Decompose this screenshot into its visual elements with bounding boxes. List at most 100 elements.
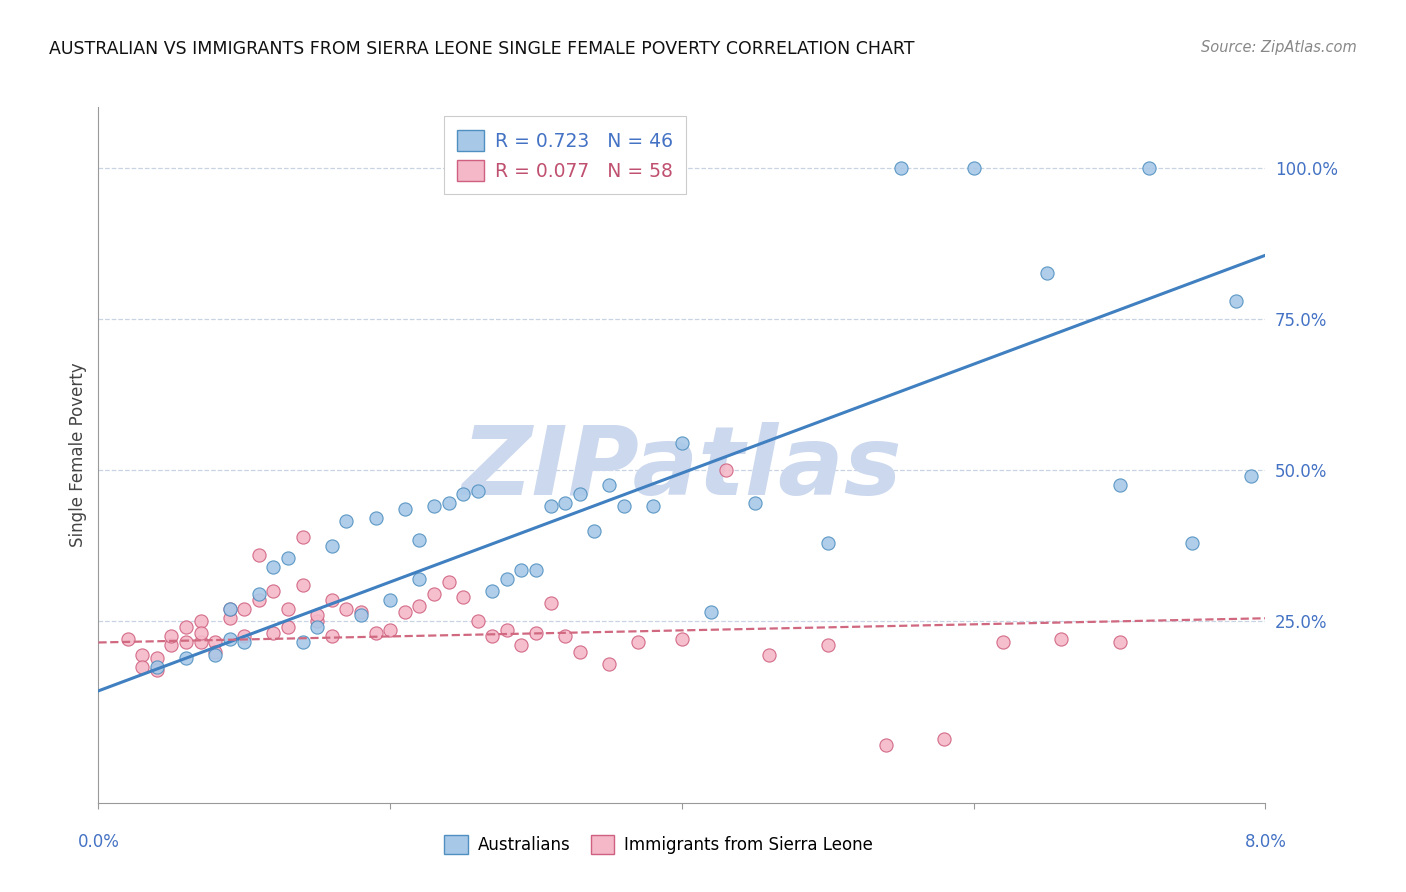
Point bbox=[394, 605, 416, 619]
Point bbox=[467, 484, 489, 499]
Point bbox=[350, 608, 373, 623]
Point bbox=[277, 550, 299, 565]
Point bbox=[117, 632, 139, 647]
Point bbox=[146, 650, 169, 665]
Point bbox=[160, 629, 183, 643]
Point bbox=[247, 548, 270, 562]
Point bbox=[568, 487, 591, 501]
Point bbox=[291, 635, 314, 649]
Point bbox=[247, 593, 270, 607]
Point bbox=[380, 593, 402, 607]
Point bbox=[190, 635, 212, 649]
Text: Source: ZipAtlas.com: Source: ZipAtlas.com bbox=[1201, 40, 1357, 55]
Point bbox=[481, 629, 503, 643]
Point bbox=[262, 584, 284, 599]
Point bbox=[1225, 293, 1247, 308]
Point bbox=[510, 639, 533, 653]
Point bbox=[671, 632, 693, 647]
Point bbox=[1050, 632, 1073, 647]
Point bbox=[554, 629, 576, 643]
Text: 0.0%: 0.0% bbox=[77, 833, 120, 851]
Point bbox=[247, 587, 270, 601]
Point bbox=[321, 629, 343, 643]
Point bbox=[700, 605, 723, 619]
Point bbox=[204, 644, 226, 658]
Point bbox=[233, 602, 256, 616]
Y-axis label: Single Female Poverty: Single Female Poverty bbox=[69, 363, 87, 547]
Point bbox=[423, 500, 446, 514]
Point bbox=[380, 624, 402, 638]
Point bbox=[758, 648, 780, 662]
Point bbox=[671, 435, 693, 450]
Point bbox=[598, 657, 620, 671]
Point bbox=[277, 620, 299, 634]
Point bbox=[1240, 469, 1263, 483]
Point bbox=[583, 524, 606, 538]
Point bbox=[174, 620, 197, 634]
Point bbox=[307, 608, 329, 623]
Text: ZIPatlas: ZIPatlas bbox=[461, 422, 903, 516]
Point bbox=[612, 500, 634, 514]
Point bbox=[277, 602, 299, 616]
Point bbox=[817, 639, 839, 653]
Point bbox=[598, 478, 620, 492]
Point bbox=[204, 635, 226, 649]
Point bbox=[394, 502, 416, 516]
Point bbox=[1108, 478, 1130, 492]
Point bbox=[451, 590, 474, 604]
Point bbox=[218, 632, 240, 647]
Point bbox=[1035, 267, 1057, 281]
Point bbox=[131, 648, 153, 662]
Point bbox=[160, 639, 183, 653]
Point bbox=[190, 615, 212, 629]
Point bbox=[627, 635, 650, 649]
Point bbox=[1181, 535, 1204, 549]
Point bbox=[1108, 635, 1130, 649]
Point bbox=[1137, 161, 1160, 175]
Point bbox=[744, 496, 766, 510]
Point bbox=[451, 487, 474, 501]
Point bbox=[291, 530, 314, 544]
Point bbox=[131, 659, 153, 673]
Point bbox=[408, 599, 430, 614]
Point bbox=[335, 515, 357, 529]
Point bbox=[364, 626, 387, 640]
Legend: Australians, Immigrants from Sierra Leone: Australians, Immigrants from Sierra Leon… bbox=[437, 828, 879, 861]
Point bbox=[262, 626, 284, 640]
Point bbox=[204, 648, 226, 662]
Point bbox=[568, 644, 591, 658]
Point bbox=[437, 574, 460, 589]
Point bbox=[481, 584, 503, 599]
Point bbox=[321, 593, 343, 607]
Point bbox=[190, 626, 212, 640]
Point bbox=[233, 635, 256, 649]
Point bbox=[524, 626, 547, 640]
Point bbox=[350, 605, 373, 619]
Point bbox=[408, 572, 430, 586]
Point bbox=[554, 496, 576, 510]
Point bbox=[307, 620, 329, 634]
Point bbox=[540, 500, 562, 514]
Point bbox=[174, 635, 197, 649]
Point bbox=[174, 650, 197, 665]
Point bbox=[307, 615, 329, 629]
Point bbox=[364, 511, 387, 525]
Point bbox=[934, 732, 956, 747]
Point bbox=[146, 663, 169, 677]
Point bbox=[540, 596, 562, 610]
Point bbox=[291, 578, 314, 592]
Point bbox=[146, 659, 169, 673]
Point bbox=[496, 624, 519, 638]
Text: 8.0%: 8.0% bbox=[1244, 833, 1286, 851]
Point bbox=[321, 539, 343, 553]
Point bbox=[437, 496, 460, 510]
Point bbox=[218, 611, 240, 625]
Point bbox=[408, 533, 430, 547]
Text: AUSTRALIAN VS IMMIGRANTS FROM SIERRA LEONE SINGLE FEMALE POVERTY CORRELATION CHA: AUSTRALIAN VS IMMIGRANTS FROM SIERRA LEO… bbox=[49, 40, 915, 58]
Point bbox=[423, 587, 446, 601]
Point bbox=[218, 602, 240, 616]
Point bbox=[262, 559, 284, 574]
Point bbox=[817, 535, 839, 549]
Point bbox=[335, 602, 357, 616]
Point bbox=[524, 563, 547, 577]
